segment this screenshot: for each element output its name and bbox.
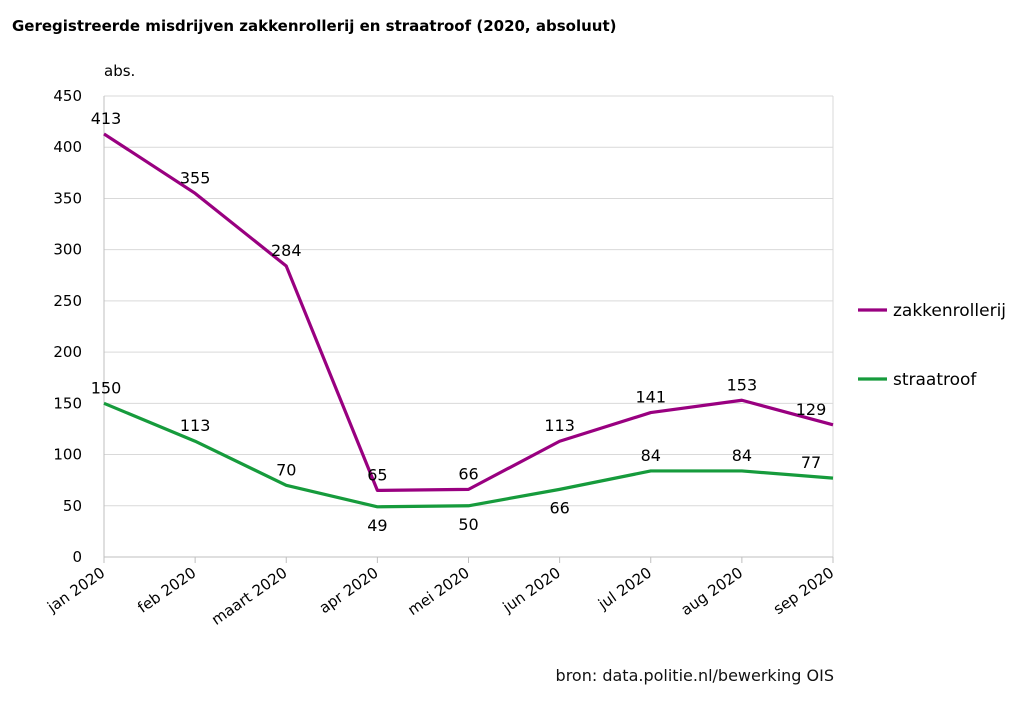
data-label: 150 bbox=[91, 378, 122, 397]
data-label: 66 bbox=[549, 498, 569, 517]
x-tick-label: apr 2020 bbox=[316, 564, 382, 618]
data-label: 113 bbox=[544, 416, 575, 435]
legend: zakkenrollerij straatroof bbox=[858, 301, 1006, 390]
y-tick-label: 450 bbox=[53, 87, 82, 105]
data-label: 70 bbox=[276, 460, 296, 479]
data-label: 284 bbox=[271, 241, 302, 260]
data-label: 84 bbox=[732, 446, 752, 465]
data-label: 49 bbox=[367, 516, 387, 535]
y-axis-label: abs. bbox=[104, 62, 135, 80]
data-label: 50 bbox=[458, 515, 478, 534]
y-tick-label: 300 bbox=[53, 241, 82, 259]
x-tick-label: jun 2020 bbox=[499, 564, 564, 617]
x-tick-label: mei 2020 bbox=[404, 564, 472, 619]
source-note: bron: data.politie.nl/bewerking OIS bbox=[555, 666, 834, 685]
x-tick-label: jul 2020 bbox=[594, 564, 655, 614]
y-tick-label: 350 bbox=[53, 189, 82, 207]
data-label: 66 bbox=[458, 464, 478, 483]
data-label: 141 bbox=[635, 388, 666, 407]
legend-label: straatroof bbox=[893, 370, 977, 390]
y-tick-label: 50 bbox=[63, 497, 82, 515]
y-tick-label: 100 bbox=[53, 446, 82, 464]
x-tick-label: feb 2020 bbox=[134, 564, 199, 617]
data-label: 77 bbox=[801, 453, 821, 472]
chart-title: Geregistreerde misdrijven zakkenrollerij… bbox=[12, 17, 617, 35]
data-label: 113 bbox=[180, 416, 211, 435]
x-tick-label: jan 2020 bbox=[43, 564, 108, 617]
data-label: 129 bbox=[796, 400, 827, 419]
series-line-zakkenrollerij bbox=[103, 132, 834, 493]
x-tick-label: sep 2020 bbox=[770, 564, 837, 619]
y-tick-label: 400 bbox=[53, 138, 82, 156]
data-label: 84 bbox=[641, 446, 661, 465]
data-labels: 413 355 284 65 66 113 141 153 129 150 113 70 49 50 66 8… bbox=[91, 109, 827, 535]
data-label: 355 bbox=[180, 168, 211, 187]
data-label: 65 bbox=[367, 465, 387, 484]
legend-label: zakkenrollerij bbox=[893, 301, 1006, 321]
y-tick-label: 200 bbox=[53, 343, 82, 361]
series-line-straatroof bbox=[103, 401, 834, 509]
y-tick-label: 0 bbox=[72, 548, 82, 566]
x-tick-label: aug 2020 bbox=[678, 564, 747, 620]
y-tick-label: 250 bbox=[53, 292, 82, 310]
series-lines bbox=[103, 132, 834, 509]
x-tick-label: maart 2020 bbox=[208, 564, 290, 629]
data-label: 153 bbox=[727, 375, 758, 394]
y-tick-label: 150 bbox=[53, 394, 82, 412]
data-label: 413 bbox=[91, 109, 122, 128]
